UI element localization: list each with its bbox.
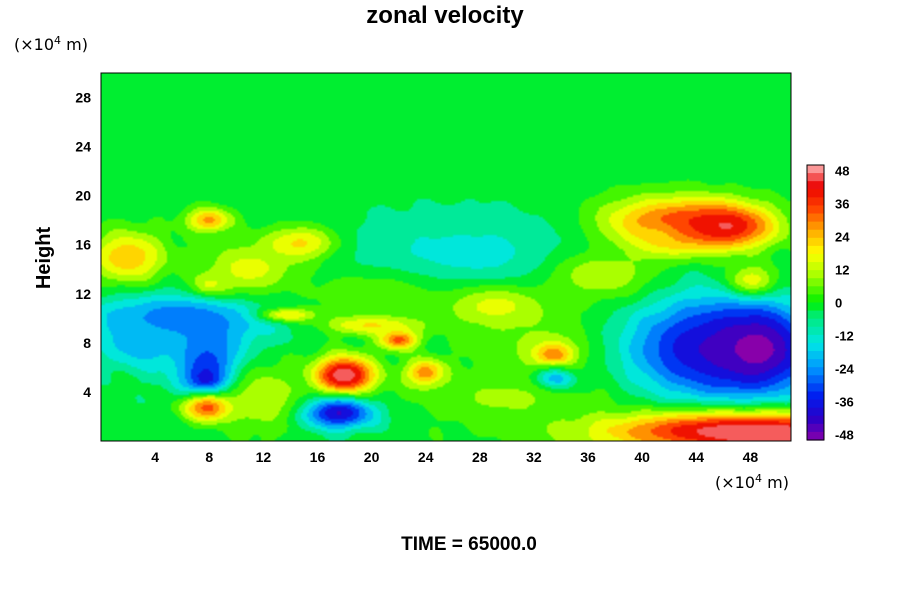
y-ticks: 4 8 12 16 20 24 28 <box>75 90 91 400</box>
y-axis-unit: (×104 m) <box>14 34 88 54</box>
colorbar-block <box>807 278 824 287</box>
colorbar-block <box>807 286 824 296</box>
colorbar-block <box>807 213 824 223</box>
colorbar-block <box>807 270 824 279</box>
colorbar-block <box>807 326 824 336</box>
colorbar-block <box>807 423 824 433</box>
x-tick-label: 32 <box>526 449 542 465</box>
x-tick-label: 16 <box>310 449 326 465</box>
x-axis-unit: (×104 m) <box>715 472 789 492</box>
x-tick-label: 20 <box>364 449 380 465</box>
colorbar: 48 36 24 12 0 -12 -24 -36 -48 <box>806 164 855 443</box>
time-label: TIME = 65000.0 <box>401 534 537 555</box>
x-tick-label: 36 <box>580 449 596 465</box>
colorbar-block <box>807 383 824 393</box>
x-ticks: 4 8 12 16 20 24 28 32 36 40 44 48 <box>151 449 758 465</box>
y-tick-label: 24 <box>75 139 91 155</box>
colorbar-block <box>807 181 824 190</box>
x-tick-label: 4 <box>151 449 159 465</box>
colorbar-tick-label: 12 <box>835 263 849 278</box>
plot-frame <box>100 72 792 442</box>
x-tick-label: 12 <box>256 449 272 465</box>
colorbar-block <box>807 367 824 376</box>
colorbar-scale <box>807 165 824 441</box>
colorbar-tick-label: 24 <box>835 230 850 245</box>
colorbar-block <box>807 310 824 320</box>
colorbar-tick-label: 48 <box>835 164 849 179</box>
colorbar-tick-label: -12 <box>835 329 854 344</box>
colorbar-block <box>807 407 824 417</box>
colorbar-block <box>807 334 824 344</box>
colorbar-block <box>807 197 824 207</box>
colorbar-tick-label: 36 <box>835 197 849 212</box>
chart-title: zonal velocity <box>366 2 524 29</box>
heatmap-field <box>101 73 791 441</box>
colorbar-tick-label: 0 <box>835 296 842 311</box>
colorbar-block <box>807 262 824 271</box>
colorbar-block <box>807 351 824 360</box>
colorbar-block <box>807 399 824 409</box>
y-tick-label: 16 <box>75 237 91 253</box>
colorbar-block <box>807 253 824 263</box>
colorbar-block <box>807 221 824 231</box>
colorbar-tick-label: -36 <box>835 395 854 410</box>
colorbar-block <box>807 165 824 174</box>
colorbar-tick-label: -48 <box>835 428 854 443</box>
y-tick-label: 12 <box>75 286 91 302</box>
x-tick-label: 8 <box>205 449 213 465</box>
colorbar-block <box>807 189 824 198</box>
colorbar-block <box>807 391 824 401</box>
y-axis-label: Height <box>33 227 55 290</box>
colorbar-block <box>807 375 824 384</box>
x-tick-label: 28 <box>472 449 488 465</box>
x-tick-label: 48 <box>743 449 759 465</box>
colorbar-block <box>807 359 824 368</box>
y-tick-label: 8 <box>83 335 91 351</box>
y-tick-label: 4 <box>83 384 91 400</box>
colorbar-block <box>807 173 824 182</box>
colorbar-block <box>807 237 824 247</box>
colorbar-block <box>807 245 824 255</box>
colorbar-frame <box>806 164 825 441</box>
y-tick-label: 20 <box>75 188 91 204</box>
colorbar-ticks: 48 36 24 12 0 -12 -24 -36 -48 <box>835 164 855 443</box>
x-tick-label: 44 <box>689 449 705 465</box>
colorbar-block <box>807 342 824 352</box>
colorbar-block <box>807 318 824 328</box>
colorbar-block <box>807 302 824 312</box>
colorbar-block <box>807 431 824 441</box>
colorbar-block <box>807 415 824 425</box>
colorbar-block <box>807 205 824 215</box>
x-tick-label: 40 <box>634 449 650 465</box>
plot-area <box>100 72 792 442</box>
y-tick-label: 28 <box>75 90 91 106</box>
colorbar-block <box>807 294 824 304</box>
x-tick-label: 24 <box>418 449 434 465</box>
colorbar-block <box>807 229 824 239</box>
colorbar-tick-label: -24 <box>835 362 855 377</box>
